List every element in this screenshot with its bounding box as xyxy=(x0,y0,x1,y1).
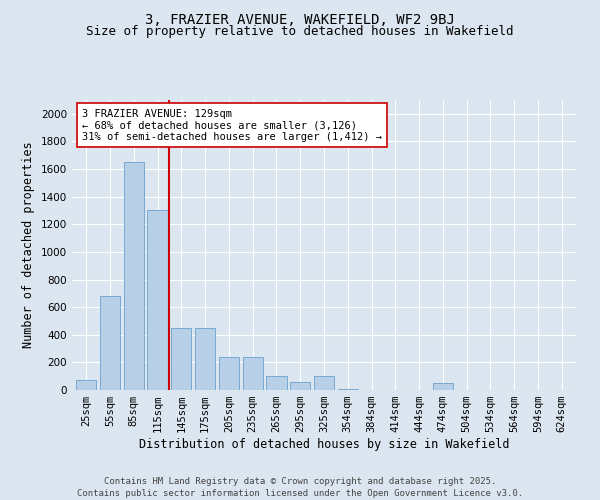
Text: Contains HM Land Registry data © Crown copyright and database right 2025.
Contai: Contains HM Land Registry data © Crown c… xyxy=(77,476,523,498)
Bar xyxy=(100,296,120,390)
Bar xyxy=(76,380,97,390)
Text: 3, FRAZIER AVENUE, WAKEFIELD, WF2 9BJ: 3, FRAZIER AVENUE, WAKEFIELD, WF2 9BJ xyxy=(145,12,455,26)
Bar xyxy=(171,328,191,390)
Bar xyxy=(266,376,287,390)
Bar xyxy=(314,376,334,390)
Bar xyxy=(242,357,263,390)
Bar xyxy=(290,382,310,390)
Bar xyxy=(219,357,239,390)
Bar xyxy=(433,383,453,390)
Text: Size of property relative to detached houses in Wakefield: Size of property relative to detached ho… xyxy=(86,25,514,38)
Bar xyxy=(195,328,215,390)
Text: 3 FRAZIER AVENUE: 129sqm
← 68% of detached houses are smaller (3,126)
31% of sem: 3 FRAZIER AVENUE: 129sqm ← 68% of detach… xyxy=(82,108,382,142)
Y-axis label: Number of detached properties: Number of detached properties xyxy=(22,142,35,348)
Bar xyxy=(124,162,144,390)
Bar xyxy=(148,210,167,390)
X-axis label: Distribution of detached houses by size in Wakefield: Distribution of detached houses by size … xyxy=(139,438,509,451)
